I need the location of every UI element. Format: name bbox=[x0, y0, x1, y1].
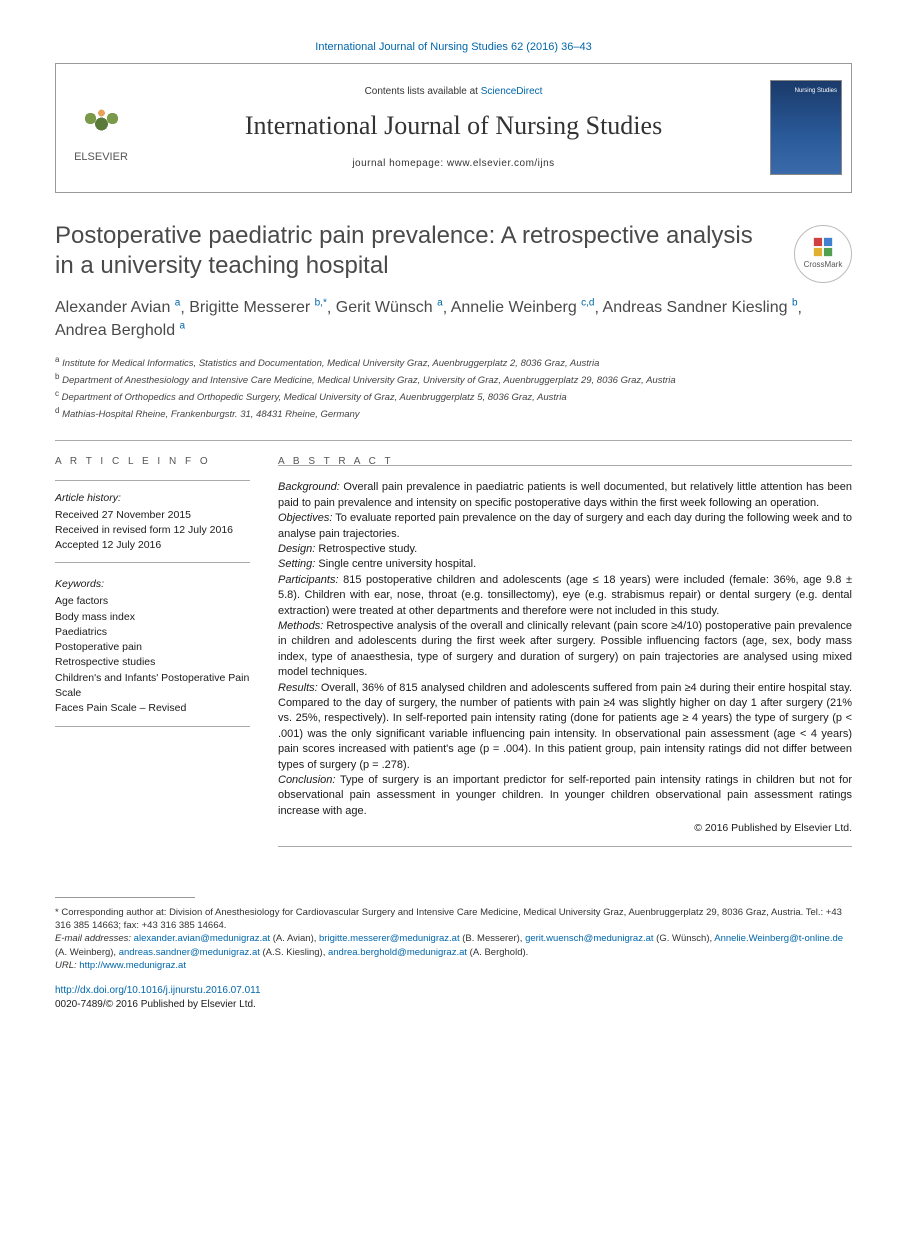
author-email[interactable]: andreas.sandner@medunigraz.at bbox=[119, 947, 260, 958]
abs-conclusion: Type of surgery is an important predicto… bbox=[278, 774, 852, 817]
author: Alexander Avian a bbox=[55, 299, 180, 316]
author: Annelie Weinberg c,d bbox=[451, 299, 595, 316]
abstract-copyright: © 2016 Published by Elsevier Ltd. bbox=[278, 821, 852, 836]
title-row: Postoperative paediatric pain prevalence… bbox=[55, 221, 852, 283]
corresponding-author: * Corresponding author at: Division of A… bbox=[55, 906, 852, 933]
history-received: Received 27 November 2015 bbox=[55, 508, 250, 523]
keyword: Children's and Infants' Postoperative Pa… bbox=[55, 671, 250, 701]
header-center: Contents lists available at ScienceDirec… bbox=[146, 64, 761, 192]
issn-copyright: 0020-7489/© 2016 Published by Elsevier L… bbox=[55, 999, 256, 1010]
abs-objectives-label: Objectives: bbox=[278, 512, 332, 524]
author: Andrea Berghold a bbox=[55, 322, 185, 339]
abs-methods: Retrospective analysis of the overall an… bbox=[278, 620, 852, 678]
abstract-column-outer: A B S T R A C T Background: Overall pain… bbox=[278, 455, 852, 847]
abstract-body: Background: Overall pain prevalence in p… bbox=[278, 480, 852, 846]
contents-available: Contents lists available at ScienceDirec… bbox=[365, 85, 543, 99]
article-info-column: A R T I C L E I N F O Article history: R… bbox=[55, 455, 250, 847]
keyword: Postoperative pain bbox=[55, 640, 250, 655]
article-title: Postoperative paediatric pain prevalence… bbox=[55, 221, 774, 281]
author-email[interactable]: gerit.wuensch@medunigraz.at bbox=[525, 933, 653, 944]
history-accepted: Accepted 12 July 2016 bbox=[55, 538, 250, 553]
author-email[interactable]: Annelie.Weinberg@t-online.de bbox=[714, 933, 843, 944]
author: Gerit Wünsch a bbox=[336, 299, 443, 316]
keyword: Body mass index bbox=[55, 610, 250, 625]
doi-link[interactable]: http://dx.doi.org/10.1016/j.ijnurstu.201… bbox=[55, 985, 261, 996]
affiliation: d Mathias-Hospital Rheine, Frankenburgst… bbox=[55, 405, 852, 422]
doi-block: http://dx.doi.org/10.1016/j.ijnurstu.201… bbox=[55, 984, 852, 1012]
abs-background-label: Background: bbox=[278, 481, 340, 493]
cover-image: Nursing Studies bbox=[770, 80, 842, 175]
keyword: Retrospective studies bbox=[55, 655, 250, 670]
crossmark-icon bbox=[812, 236, 834, 258]
footnote-separator bbox=[55, 897, 195, 898]
keyword: Faces Pain Scale – Revised bbox=[55, 701, 250, 716]
abs-design: Retrospective study. bbox=[318, 543, 417, 555]
abs-participants-label: Participants: bbox=[278, 574, 339, 586]
abs-participants: 815 postoperative children and adolescen… bbox=[278, 574, 852, 617]
sciencedirect-link[interactable]: ScienceDirect bbox=[481, 86, 543, 97]
abs-conclusion-label: Conclusion: bbox=[278, 774, 335, 786]
keyword: Paediatrics bbox=[55, 625, 250, 640]
abs-setting-label: Setting: bbox=[278, 558, 315, 570]
page-container: International Journal of Nursing Studies… bbox=[0, 0, 907, 1042]
keyword: Age factors bbox=[55, 594, 250, 609]
crossmark-label: CrossMark bbox=[804, 260, 843, 271]
citation-line: International Journal of Nursing Studies… bbox=[55, 40, 852, 55]
author-list: Alexander Avian a, Brigitte Messerer b,*… bbox=[55, 297, 852, 342]
article-info-label: A R T I C L E I N F O bbox=[55, 455, 250, 469]
elsevier-tree-icon bbox=[74, 91, 129, 146]
author-email[interactable]: andrea.berghold@medunigraz.at bbox=[328, 947, 467, 958]
emails-list: alexander.avian@medunigraz.at (A. Avian)… bbox=[55, 933, 843, 957]
abs-design-label: Design: bbox=[278, 543, 315, 555]
publisher-name: ELSEVIER bbox=[74, 150, 128, 165]
abs-background: Overall pain prevalence in paediatric pa… bbox=[278, 481, 852, 508]
author: Andreas Sandner Kiesling b bbox=[603, 299, 798, 316]
affiliation: c Department of Orthopedics and Orthoped… bbox=[55, 388, 852, 405]
abstract-column: Background: Overall pain prevalence in p… bbox=[278, 465, 852, 846]
url-label: URL: bbox=[55, 960, 77, 971]
journal-name: International Journal of Nursing Studies bbox=[245, 108, 662, 143]
emails-block: E-mail addresses: alexander.avian@meduni… bbox=[55, 932, 852, 959]
crossmark-badge[interactable]: CrossMark bbox=[794, 225, 852, 283]
affiliation: b Department of Anesthesiology and Inten… bbox=[55, 371, 852, 388]
keywords-list: Age factorsBody mass indexPaediatricsPos… bbox=[55, 594, 250, 716]
url-block: URL: http://www.medunigraz.at bbox=[55, 959, 852, 972]
abs-objectives: To evaluate reported pain prevalence on … bbox=[278, 512, 852, 539]
emails-label: E-mail addresses: bbox=[55, 933, 131, 944]
history-revised: Received in revised form 12 July 2016 bbox=[55, 523, 250, 538]
abs-results-label: Results: bbox=[278, 682, 318, 694]
article-history: Article history: Received 27 November 20… bbox=[55, 480, 250, 563]
contents-prefix: Contents lists available at bbox=[365, 86, 481, 97]
cover-text: Nursing Studies bbox=[775, 87, 837, 95]
author-email[interactable]: alexander.avian@medunigraz.at bbox=[134, 933, 270, 944]
abs-results: Overall, 36% of 815 analysed children an… bbox=[278, 682, 852, 771]
cover-thumbnail: Nursing Studies bbox=[761, 64, 851, 192]
affiliation: a Institute for Medical Informatics, Sta… bbox=[55, 354, 852, 371]
keywords-label: Keywords: bbox=[55, 577, 250, 592]
history-label: Article history: bbox=[55, 491, 250, 506]
keywords-block: Keywords: Age factorsBody mass indexPaed… bbox=[55, 577, 250, 727]
affiliations: a Institute for Medical Informatics, Sta… bbox=[55, 354, 852, 422]
author: Brigitte Messerer b,* bbox=[189, 299, 327, 316]
publisher-logo-block: ELSEVIER bbox=[56, 64, 146, 192]
footnotes: * Corresponding author at: Division of A… bbox=[55, 906, 852, 972]
abs-setting: Single centre university hospital. bbox=[318, 558, 476, 570]
institution-url[interactable]: http://www.medunigraz.at bbox=[79, 960, 186, 971]
journal-header: ELSEVIER Contents lists available at Sci… bbox=[55, 63, 852, 193]
journal-homepage: journal homepage: www.elsevier.com/ijns bbox=[352, 157, 554, 171]
info-abstract-columns: A R T I C L E I N F O Article history: R… bbox=[55, 440, 852, 847]
abs-methods-label: Methods: bbox=[278, 620, 323, 632]
author-email[interactable]: brigitte.messerer@medunigraz.at bbox=[319, 933, 460, 944]
